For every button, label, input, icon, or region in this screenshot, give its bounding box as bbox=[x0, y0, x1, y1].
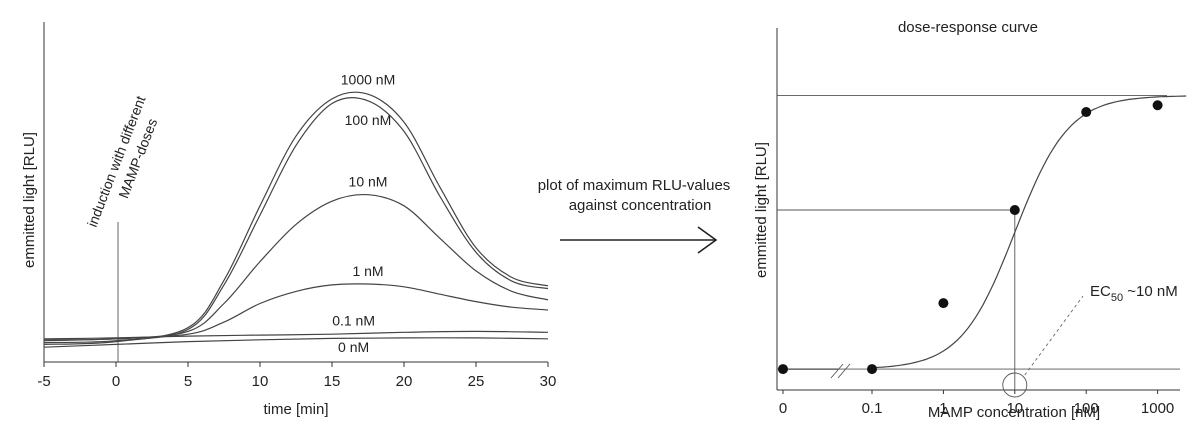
series-label: 0.1 nM bbox=[332, 312, 375, 328]
time-course-chart: emmitted light [RLU] time [min] inductio… bbox=[21, 22, 556, 418]
arrow-head bbox=[697, 226, 718, 254]
data-point bbox=[778, 364, 788, 375]
series-label: 1000 nM bbox=[341, 71, 395, 87]
left-x-tick-label: 0 bbox=[112, 373, 120, 390]
left-series-labels: 0 nM 0.1 nM 1 nM 10 nM 100 nM 1000 nM bbox=[332, 71, 395, 355]
transition-arrow: plot of maximum RLU-values against conce… bbox=[538, 177, 731, 254]
left-series-lines bbox=[43, 91, 549, 348]
ec50-circle bbox=[1002, 372, 1028, 398]
axis-break-mark bbox=[837, 363, 851, 379]
right-x-tick-label: 1000 bbox=[1141, 400, 1174, 417]
ec50-prefix: EC bbox=[1090, 283, 1111, 300]
left-x-tick-label: 30 bbox=[540, 373, 557, 390]
right-guide-lines bbox=[777, 95, 1180, 398]
series-line-0-nM bbox=[43, 337, 549, 348]
series-label: 1 nM bbox=[352, 263, 383, 279]
left-x-tick-label: 10 bbox=[252, 373, 269, 390]
right-x-axis-label: MAMP concentration [nM] bbox=[928, 404, 1100, 421]
axis-break-mark bbox=[830, 363, 844, 379]
right-x-ticks: 0 0.1 1 10 100 1000 bbox=[779, 363, 1174, 417]
left-x-tick-label: -5 bbox=[37, 373, 50, 390]
series-line-0-1-nM bbox=[43, 330, 549, 340]
left-x-tick-label: 5 bbox=[184, 373, 192, 390]
right-data-points bbox=[778, 100, 1163, 375]
data-point bbox=[938, 298, 949, 309]
left-x-axis-label: time [min] bbox=[263, 401, 328, 418]
arrow-caption-line2: against concentration bbox=[569, 197, 712, 214]
series-label: 10 nM bbox=[349, 174, 388, 190]
ec50-suffix: ~10 nM bbox=[1123, 283, 1178, 300]
left-x-tick-label: 25 bbox=[468, 373, 485, 390]
fit-curve bbox=[871, 95, 1187, 369]
left-x-tick-label: 20 bbox=[396, 373, 413, 390]
right-x-tick-label: 100 bbox=[1074, 400, 1099, 417]
series-label: 0 nM bbox=[338, 339, 369, 355]
series-line-10-nM bbox=[43, 193, 549, 341]
data-point bbox=[1081, 107, 1092, 118]
series-label: 100 nM bbox=[345, 112, 392, 128]
ec50-label: EC50 ~10 nM bbox=[1090, 283, 1178, 304]
right-chart-title: dose-response curve bbox=[898, 19, 1038, 36]
right-x-tick-label: 1 bbox=[939, 400, 947, 417]
right-x-tick-label: 0 bbox=[779, 400, 787, 417]
series-line-1000-nM bbox=[43, 91, 549, 345]
data-point bbox=[867, 364, 877, 375]
arrow-caption-line1: plot of maximum RLU-values bbox=[538, 177, 731, 194]
data-point bbox=[1009, 205, 1020, 216]
series-line-1-nM bbox=[43, 283, 549, 342]
ec50-pointer-line bbox=[1024, 295, 1084, 376]
series-line-100-nM bbox=[43, 97, 549, 344]
dose-response-chart: dose-response curve emmitted light [RLU]… bbox=[753, 19, 1187, 421]
left-x-tick-label: 15 bbox=[324, 373, 341, 390]
ec50-subscript: 50 bbox=[1111, 292, 1123, 304]
right-x-tick-label: 0.1 bbox=[862, 400, 883, 417]
data-point bbox=[1152, 100, 1163, 111]
induction-annotation: induction with different MAMP-doses bbox=[84, 93, 160, 229]
left-x-ticks: -5 0 5 10 15 20 25 30 bbox=[37, 362, 556, 390]
right-x-tick-label: 10 bbox=[1006, 400, 1023, 417]
left-y-axis-label: emmitted light [RLU] bbox=[21, 132, 38, 268]
right-y-axis-label: emmitted light [RLU] bbox=[753, 142, 770, 278]
right-fit-curve-group bbox=[783, 95, 1187, 370]
